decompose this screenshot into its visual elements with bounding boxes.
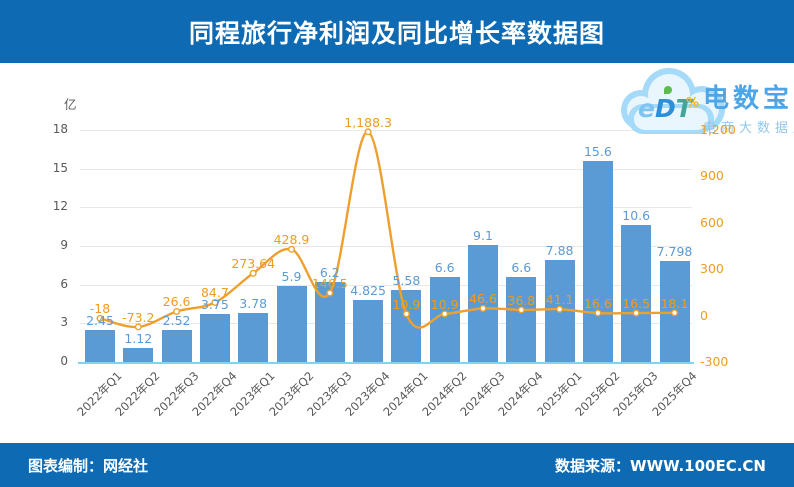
growth-value-label: 18.1 [660,295,689,311]
left-axis-tick-label: 9 [60,238,68,252]
bar-value-label: 6.6 [511,259,532,275]
left-axis-tick-label: 6 [60,276,68,291]
left-axis-tick-label: 3 [60,315,68,330]
growth-value-label: 146.5 [311,275,348,291]
app-header: 同程旅行净利润及同比增长率数据图 [0,0,794,63]
growth-value-label: 428.9 [273,232,310,248]
growth-value-label: 84.7 [200,285,229,301]
leaf-icon [664,86,672,94]
left-axis-tick-label: 15 [52,160,68,175]
net-profit-bar [161,329,192,362]
edt-d: D [654,94,676,123]
x-axis-line [78,362,694,364]
bar-value-label: 1.12 [124,330,153,346]
bar-value-label: 5.58 [392,273,421,289]
bar-value-label: 9.1 [473,227,493,243]
page-title: 同程旅行净利润及同比增长率数据图 [188,18,605,48]
net-profit-bar [659,261,690,362]
line-point-marker [288,245,296,253]
bar-value-label: 7.798 [656,244,693,260]
net-profit-bar [238,313,269,362]
footer-credit: 图表编制：网经社 [28,456,149,475]
gridline [80,130,692,131]
bar-value-label: 10.6 [622,208,651,224]
logo-subtitle-text: 电商大数据库 [703,121,794,136]
net-profit-bar [506,276,537,362]
right-axis-tick-label: -300 [700,354,729,369]
growth-value-label: -73.2 [122,309,155,325]
right-axis-tick-label: 900 [700,168,724,184]
net-profit-bar [85,330,115,362]
line-point-marker [249,269,257,277]
net-profit-bar [582,160,613,362]
left-axis-tick-label: 12 [52,199,68,214]
cloud-icon [634,108,708,130]
bar-value-label: 6.6 [434,259,455,275]
net-profit-bar [544,260,575,362]
right-axis-tick-label: 300 [700,261,724,277]
bar-value-label: 7.88 [545,243,574,259]
net-profit-bar [429,276,460,362]
edt-t: T [675,94,693,123]
left-axis-tick-label: 0 [60,354,68,368]
edt-e: e [638,94,655,123]
right-axis-title: % [686,96,700,111]
right-axis-tick-label: 0 [700,307,708,323]
bar-value-label: 15.6 [583,143,612,159]
edt-logo-text: eDT [638,94,693,123]
logo-brand-text: 电数宝 [703,84,794,114]
net-profit-bar [123,347,154,362]
growth-value-label: 273.64 [231,256,276,272]
growth-value-label: 1,188.3 [344,114,392,130]
app-footer: 图表编制：网经社 数据来源：WWW.100EC.CN [0,443,794,487]
right-axis-tick-label: 600 [700,214,724,230]
right-axis-tick-label: 1,200 [700,122,736,137]
line-point-marker [134,323,142,331]
left-axis-title: 亿 [64,97,77,112]
footer-source: 数据来源：WWW.100EC.CN [555,456,766,475]
left-axis-tick-label: 18 [52,122,68,136]
